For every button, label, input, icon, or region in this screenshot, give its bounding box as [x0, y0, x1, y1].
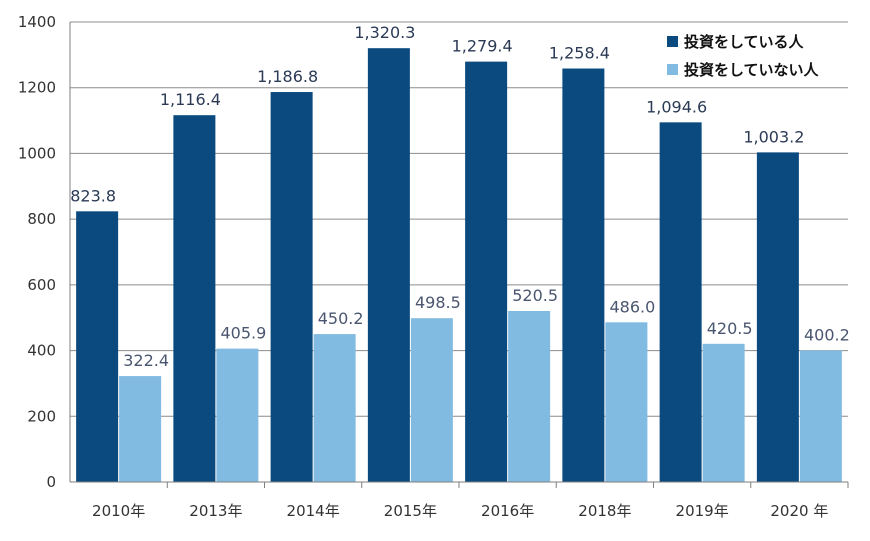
legend-swatch-series-2 [667, 64, 678, 75]
data-label-series-2: 520.5 [512, 286, 558, 305]
x-axis: 2010年 2013年 2014年 2015年 2016年 2018年 2019年 2020 … [70, 481, 849, 520]
data-label-series-1: 1,003.2 [743, 127, 804, 146]
x-tick-label: 2018年 [578, 502, 631, 520]
bar-series-1 [76, 211, 119, 482]
bar-series-2 [508, 310, 551, 482]
bar-series-2 [605, 322, 648, 482]
bar-series-2 [119, 376, 162, 482]
y-tick-label: 1000 [18, 144, 56, 162]
data-label-series-2: 498.5 [415, 293, 461, 312]
bar-series-1 [659, 122, 702, 483]
x-tick-label: 2019年 [676, 502, 729, 520]
bar-series-1 [465, 61, 508, 483]
data-label-series-2: 486.0 [609, 297, 655, 316]
data-labels: 823.8 322.4 1,116.4 405.9 1,186.8 450.2 1,320.… [70, 23, 850, 370]
data-label-series-1: 1,186.8 [257, 67, 318, 86]
data-label-series-1: 823.8 [70, 186, 116, 205]
legend-label-series-1: 投資をしている人 [684, 33, 805, 51]
bar-series-1 [562, 68, 605, 483]
legend-swatch-series-1 [667, 36, 678, 47]
y-tick-label: 0 [46, 473, 56, 491]
y-tick-label: 200 [27, 407, 56, 425]
data-label-series-2: 400.2 [804, 326, 850, 345]
data-label-series-2: 405.9 [220, 324, 266, 343]
bars [76, 48, 842, 483]
bar-series-1 [756, 152, 799, 482]
bar-series-1 [173, 115, 216, 482]
bar-series-2 [216, 348, 259, 482]
y-tick-label: 400 [27, 342, 56, 360]
x-tick-label: 2020 年 [770, 502, 828, 520]
data-label-series-1: 1,116.4 [160, 90, 221, 109]
y-tick-label: 1400 [18, 13, 56, 31]
data-label-series-2: 450.2 [318, 309, 364, 328]
legend: 投資をしている人 投資をしていない人 [667, 33, 820, 79]
x-tick-label: 2016年 [481, 502, 534, 520]
data-label-series-2: 420.5 [707, 319, 753, 338]
y-tick-label: 800 [27, 210, 56, 228]
bar-series-2 [702, 343, 745, 482]
bar-series-2 [799, 350, 842, 482]
bar-series-1 [270, 92, 313, 483]
data-label-series-1: 1,258.4 [549, 44, 610, 63]
data-label-series-1: 1,279.4 [452, 37, 513, 56]
y-tick-label: 1200 [18, 79, 56, 97]
x-tick-label: 2010年 [92, 502, 145, 520]
x-tick-label: 2013年 [189, 502, 242, 520]
data-label-series-1: 1,320.3 [354, 23, 415, 42]
data-label-series-1: 1,094.6 [646, 97, 707, 116]
bar-series-1 [367, 48, 410, 483]
bar-series-2 [410, 318, 453, 482]
bar-series-2 [313, 334, 356, 482]
x-tick-label: 2014年 [287, 502, 340, 520]
legend-label-series-2: 投資をしていない人 [684, 61, 820, 79]
x-tick-label: 2015年 [384, 502, 437, 520]
data-label-series-2: 322.4 [123, 351, 169, 370]
y-tick-label: 600 [27, 276, 56, 294]
y-axis: 0 200 400 600 800 1000 1200 1400 [18, 13, 71, 491]
